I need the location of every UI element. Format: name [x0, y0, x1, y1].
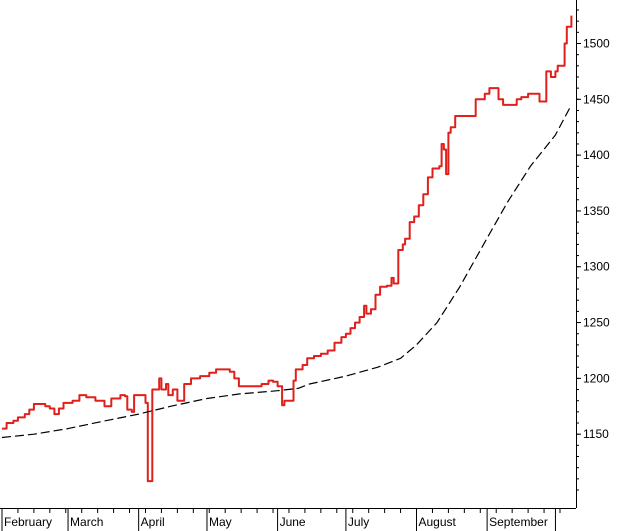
y-tick-label: 1400	[583, 148, 610, 162]
x-tick-label: July	[348, 515, 369, 529]
x-tick-label: April	[141, 515, 165, 529]
price-series-line	[2, 15, 573, 483]
y-tick-label: 1450	[583, 92, 610, 106]
x-tick-label: March	[70, 515, 103, 529]
x-tick-label: June	[280, 515, 306, 529]
plot-background	[0, 0, 576, 508]
x-tick-label: September	[489, 515, 548, 529]
y-axis-ticks: 1150 1200 1250 1300 1350 1400 1450 1500	[576, 9, 610, 491]
y-tick-label: 1200	[583, 371, 610, 385]
x-tick-label: February	[4, 515, 52, 529]
moving-average-line	[1, 104, 572, 439]
y-tick-label: 1350	[583, 204, 610, 218]
x-tick-label: August	[419, 515, 457, 529]
x-tick-label: May	[209, 515, 232, 529]
series-layer	[1, 15, 573, 483]
x-axis-ticks: February March April May June July August Septe…	[1, 508, 561, 531]
y-tick-label: 1250	[583, 316, 610, 330]
y-tick-label: 1300	[583, 260, 610, 274]
y-tick-label: 1500	[583, 36, 610, 50]
y-tick-label: 1150	[583, 427, 609, 441]
